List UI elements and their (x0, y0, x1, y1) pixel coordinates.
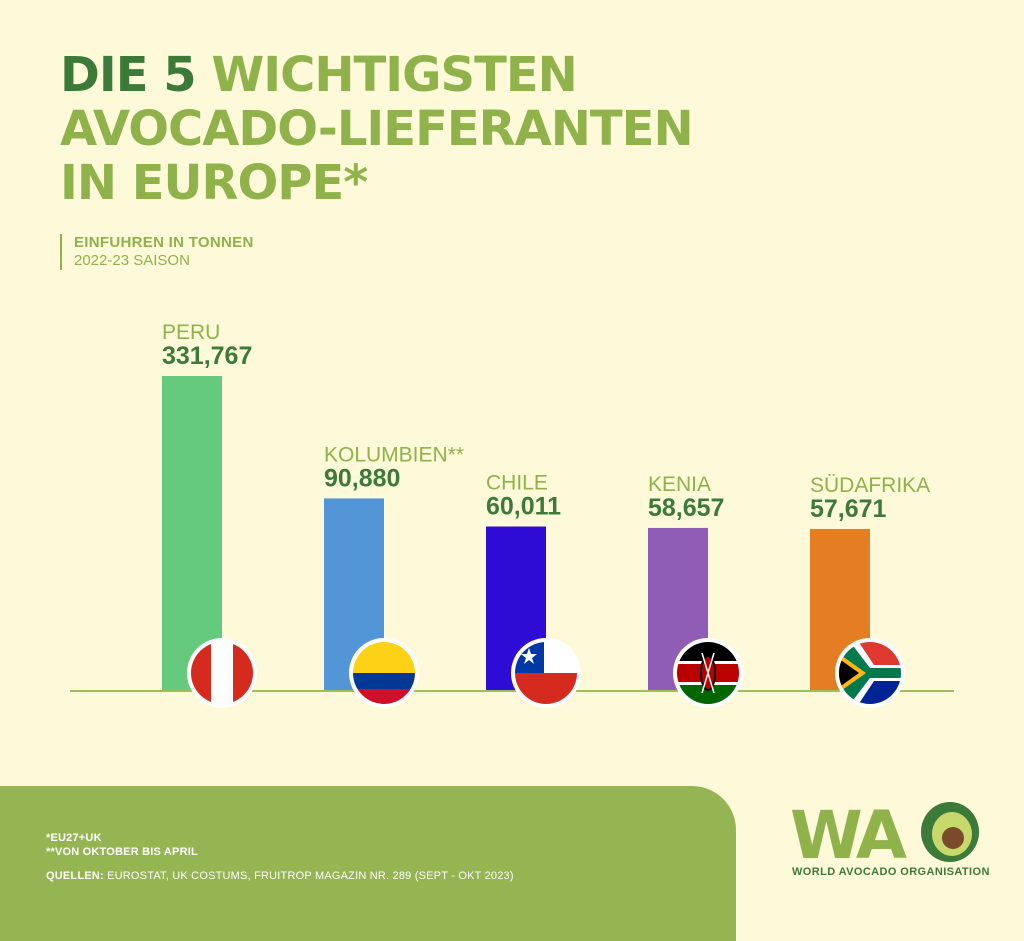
category-label: KENIA (648, 473, 711, 496)
peru-flag-icon (191, 642, 253, 704)
unit-label: EINFUHREN IN TONNEN (74, 234, 254, 251)
sources-line: QUELLEN: EUROSTAT, UK COSTUMS, FRUITROP … (46, 870, 514, 882)
chart-title: DIE 5 WICHTIGSTEN AVOCADO-LIEFERANTEN IN… (60, 47, 694, 211)
title-line2: AVOCADO-LIEFERANTEN (60, 101, 694, 157)
footnote-season: **VON OKTOBER BIS APRIL (46, 846, 198, 858)
value-label: 331,767 (162, 342, 252, 370)
footer-panel: *EU27+UK **VON OKTOBER BIS APRIL QUELLEN… (0, 786, 736, 941)
category-label: CHILE (486, 472, 548, 495)
season-label: 2022-23 SAISON (74, 252, 190, 269)
value-label: 58,657 (648, 494, 724, 522)
value-label: 90,880 (324, 464, 400, 492)
category-label: PERU (162, 321, 220, 344)
title-line3: IN EUROPE* (60, 155, 368, 211)
wao-logo-icon: WA (790, 797, 979, 874)
chart-subtitle: EINFUHREN IN TONNEN 2022-23 SAISON (60, 234, 254, 270)
south-africa-flag-icon (839, 642, 901, 704)
category-label: KOLUMBIEN** (324, 443, 464, 466)
sources-text: EUROSTAT, UK COSTUMS, FRUITROP MAGAZIN N… (107, 870, 514, 882)
bar-0 (162, 376, 222, 691)
footnote-eu: *EU27+UK (46, 832, 102, 844)
value-label: 57,671 (810, 495, 887, 523)
value-label: 60,011 (486, 493, 561, 521)
kenya-flag-icon (677, 642, 739, 704)
logo-name: WORLD AVOCADO ORGANISATION (792, 866, 990, 878)
title-highlight: DIE 5 (60, 47, 197, 103)
logo-wa: WA (790, 797, 907, 874)
avocado-icon (921, 802, 979, 862)
category-label: SÜDAFRIKA (810, 474, 930, 497)
title-line1: WICHTIGSTEN (211, 47, 577, 103)
sources-label: QUELLEN: (46, 870, 104, 882)
